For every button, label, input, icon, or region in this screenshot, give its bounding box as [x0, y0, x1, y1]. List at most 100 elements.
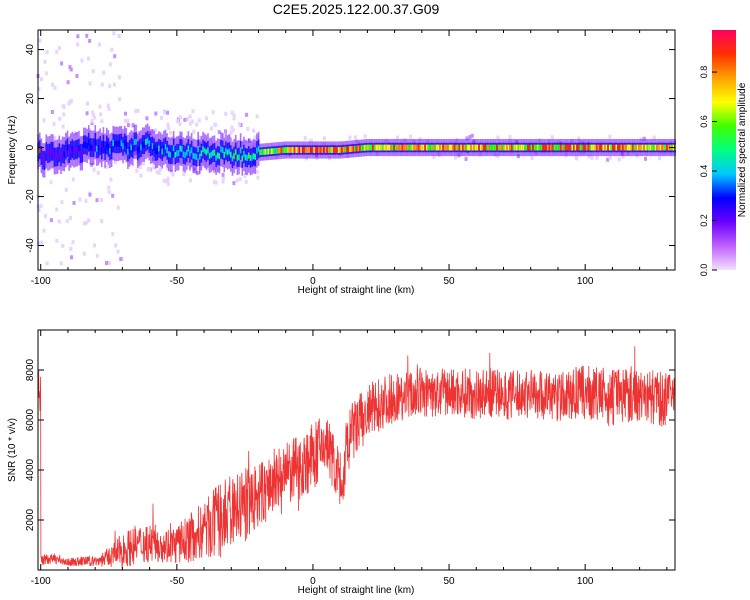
- spectrogram-band-core: [491, 144, 493, 151]
- spectrogram-band-core: [359, 145, 361, 152]
- spectrogram-noise-cell: [134, 109, 138, 114]
- colorbar-tick-label: 0.4: [699, 165, 709, 178]
- spectrogram-band-core: [347, 146, 350, 153]
- spectrogram-band-core: [86, 143, 88, 149]
- spectrogram-noise-cell: [197, 118, 201, 123]
- spectrogram-band-core: [631, 144, 634, 151]
- spectrogram-noise-cell: [42, 118, 46, 123]
- spectrogram-band-core: [96, 145, 98, 152]
- spectrogram-band-core: [412, 144, 415, 151]
- spectrogram-band-core: [550, 144, 552, 151]
- spectrogram-noise-cell: [45, 261, 49, 266]
- spectrogram-noise-cell: [230, 125, 234, 130]
- spectrogram-band-core: [298, 147, 301, 153]
- spectrogram-band-core: [569, 144, 572, 151]
- spectrogram-band-core: [287, 147, 289, 153]
- spectrogram-band-core: [574, 144, 577, 151]
- spectrogram-band-core: [563, 144, 565, 151]
- spectrogram-noise-cell: [171, 172, 175, 177]
- spectrogram-noise-cell: [246, 126, 250, 131]
- spectrogram-noise-cell: [166, 179, 170, 184]
- spectrogram-noise-cell: [90, 118, 94, 123]
- spectrogram-band-core: [373, 144, 376, 151]
- spectrogram-band-core: [262, 149, 265, 155]
- spectrogram-band-core: [386, 144, 389, 151]
- spectrogram-band-core: [461, 144, 464, 151]
- spectrogram-band-core: [470, 144, 472, 151]
- spectrogram-noise-cell: [192, 129, 196, 134]
- spectrogram-band-core: [620, 144, 622, 151]
- spectrogram-noise-cell: [221, 179, 225, 184]
- spectrogram-band-core: [661, 144, 663, 151]
- spectrogram-band-core: [128, 146, 131, 153]
- spectrogram-band-core: [342, 146, 345, 153]
- spectrogram-axes: -100 -50 0 50 100 -40 -20 0 20 40: [25, 30, 675, 287]
- spectrogram-band-core: [63, 151, 66, 158]
- snr-frame: [37, 329, 676, 571]
- spectrogram-band-core: [120, 140, 123, 147]
- spectrogram-band-core: [167, 151, 170, 158]
- spectrogram-band-core: [79, 150, 82, 157]
- spectrogram-noise-cell: [97, 42, 101, 47]
- spectrogram-band-core: [105, 141, 108, 148]
- spectrogram-noise-cell: [55, 49, 59, 54]
- spectrogram-noise-cell: [183, 117, 187, 122]
- spectrogram-noise-cell: [37, 87, 41, 92]
- spectrogram-band-core: [295, 147, 297, 153]
- spectrogram-band-core: [166, 147, 168, 154]
- spectrogram-band-core: [602, 144, 605, 151]
- spectrogram-noise-cell: [244, 179, 248, 184]
- spectrogram-noise-cell: [92, 167, 96, 172]
- spectrogram-band-core: [154, 148, 157, 155]
- spectrogram-band-core: [473, 144, 475, 151]
- snr-ylabel: SNR (10 * v/v): [7, 418, 18, 482]
- spectrogram-band-core: [584, 144, 587, 151]
- spectrogram-band-core: [657, 144, 660, 151]
- spectrogram-noise-cell: [139, 173, 143, 178]
- spectrogram-band-core: [388, 144, 391, 151]
- spectrogram-band-core: [244, 154, 247, 161]
- spectrogram-noise-cell: [178, 121, 182, 126]
- spectrogram-noise-cell: [93, 115, 97, 120]
- spectrogram-band-core: [243, 151, 245, 157]
- spectrogram-noise-cell: [61, 124, 65, 129]
- spectrogram-band-core: [558, 144, 560, 151]
- spectrogram-band-core: [220, 146, 222, 153]
- spectrogram-noise-cell: [309, 138, 313, 143]
- spectrogram-noise-cell: [116, 205, 120, 210]
- spectrogram-noise-cell: [42, 228, 46, 233]
- spectrogram-band-core: [357, 145, 360, 152]
- spectrogram-band-core: [494, 144, 497, 151]
- spectrogram-band-core: [310, 147, 312, 153]
- spectrogram-band-core: [56, 153, 59, 160]
- spectrogram-noise-cell: [44, 71, 48, 76]
- spectrogram-band-core: [190, 147, 193, 154]
- spectrogram-noise-cell: [62, 112, 66, 117]
- spectrogram-band-core: [450, 144, 453, 151]
- spectrogram-band-core: [269, 148, 271, 155]
- spectrogram-band-core: [151, 143, 154, 150]
- spectrogram-band-core: [212, 150, 214, 156]
- spectrogram-band-core: [610, 144, 613, 151]
- spectrogram-noise-cell: [69, 246, 73, 251]
- spectrogram-noise-cell: [169, 130, 173, 135]
- spectrogram-band-core: [48, 150, 51, 156]
- spectrogram-band-core: [595, 144, 598, 151]
- spectrogram-band-core: [246, 154, 248, 161]
- spectrogram-band-core: [279, 147, 281, 154]
- spectrogram-band-core: [573, 144, 575, 151]
- spectrogram-band-core: [138, 145, 141, 152]
- spectrogram-noise-cell: [464, 156, 468, 161]
- spectrogram-band-core: [177, 150, 180, 157]
- spectrogram-xtick-label: 50: [443, 276, 455, 287]
- spectrogram-band-core: [460, 144, 462, 151]
- spectrogram-band-core: [417, 144, 420, 151]
- spectrogram-noise-cell: [644, 156, 648, 161]
- spectrogram-band-core: [264, 148, 266, 155]
- spectrogram-band-core: [164, 143, 167, 150]
- spectrogram-noise-cell: [69, 67, 73, 72]
- spectrogram-band-core: [540, 144, 542, 151]
- spectrogram-noise-cell: [217, 130, 221, 135]
- spectrogram-band-core: [484, 144, 487, 151]
- spectrogram-band-core: [76, 146, 79, 153]
